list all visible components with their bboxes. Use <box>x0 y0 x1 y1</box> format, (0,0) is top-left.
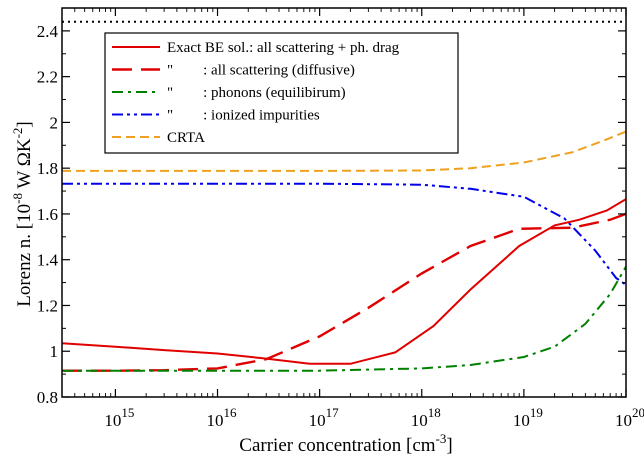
legend-label-5: CRTA <box>167 130 205 146</box>
x-tick-label: 1019 <box>513 405 543 430</box>
series-line-1 <box>62 198 626 365</box>
legend-label-2: " : all scattering (diffusive) <box>167 63 355 79</box>
series-line-3 <box>62 266 626 372</box>
x-axis-label: Carrier concentration [cm-3] <box>239 431 452 456</box>
legend: Exact BE sol.: all scattering + ph. drag… <box>104 32 459 154</box>
y-tick-label: 1.6 <box>37 205 58 224</box>
legend-box <box>104 32 459 154</box>
y-tick-label: 1 <box>50 342 59 361</box>
legend-label-4: " : ionized impurities <box>167 108 320 124</box>
y-tick-label: 1.4 <box>37 251 59 270</box>
series-line-4 <box>62 182 626 286</box>
x-tick-label: 1015 <box>104 405 134 430</box>
y-tick-label: 1.2 <box>37 296 58 315</box>
legend-label-3: " : phonons (equilibirum) <box>167 85 346 101</box>
x-tick-label: 1017 <box>309 405 340 430</box>
series-line-2 <box>62 212 626 372</box>
x-tick-label: 1020 <box>615 405 644 430</box>
series-line-5 <box>62 130 626 172</box>
y-tick-label: 2.4 <box>37 22 59 41</box>
y-tick-label: 2.2 <box>37 68 58 87</box>
x-tick-label: 1018 <box>411 405 441 430</box>
y-tick-label: 1.8 <box>37 159 58 178</box>
plot-frame <box>61 7 627 398</box>
y-axis-label: Lorenz n. [10-8 W ΩK-2] <box>10 121 35 307</box>
y-tick-label: 2 <box>50 113 59 132</box>
legend-label-1: Exact BE sol.: all scattering + ph. drag <box>167 40 400 56</box>
x-tick-label: 1016 <box>207 405 238 430</box>
y-tick-label: 0.8 <box>37 388 58 407</box>
